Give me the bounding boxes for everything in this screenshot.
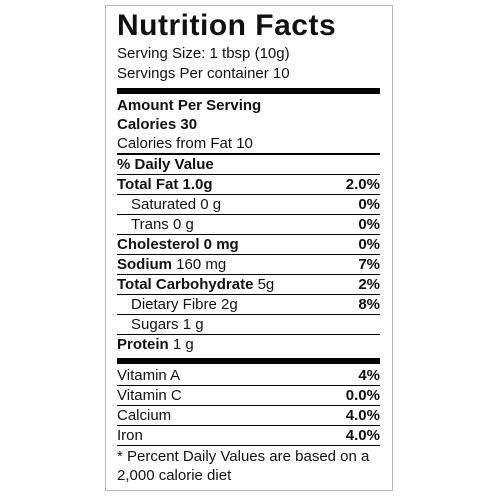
title: Nutrition Facts (117, 9, 337, 42)
nutrient-dv: 0% (358, 216, 380, 233)
nutrient-name: Protein (117, 336, 169, 353)
vitamin-row: Iron 4.0% (117, 426, 380, 446)
vitamin-dv: 4% (358, 367, 380, 384)
nutrient-row: Total Fat 1.0g 2.0% (117, 175, 380, 195)
nutrient-dv: 0% (358, 196, 380, 213)
vitamin-dv: 4.0% (345, 407, 380, 424)
serving-size: Serving Size: 1 tbsp (10g) (117, 45, 290, 62)
nutrient-name: Cholesterol 0 mg (117, 236, 239, 253)
footnote: * Percent Daily Values are based on a 2,… (117, 448, 370, 484)
nutrient-name: Trans 0 g (131, 216, 194, 233)
text: % Daily Value (117, 156, 214, 173)
text: Amount Per Serving (117, 97, 262, 114)
vitamin-name: Vitamin A (117, 367, 181, 384)
nutrient-name: Total Fat 1.0g (117, 176, 213, 193)
servings-per-container: Servings Per container 10 (117, 65, 290, 82)
thick-rule (117, 88, 380, 94)
vitamin-name: Vitamin C (117, 387, 182, 404)
amount-header: Amount Per Serving (117, 96, 380, 115)
text: Calories 30 (117, 116, 198, 133)
nutrient-name: Saturated 0 g (131, 196, 222, 213)
nutrient-name: Sodium (117, 256, 172, 273)
nutrient-name: Total Carbohydrate (117, 276, 254, 293)
nutrient-row: Protein 1 g (117, 335, 380, 354)
nutrient-row: Dietary Fibre 2g 8% (117, 295, 380, 315)
nutrient-row: Sugars 1 g (117, 315, 380, 335)
vitamin-row: Vitamin C 0.0% (117, 386, 380, 406)
nutrient-amount: 160 mg (176, 256, 227, 273)
vitamin-row: Calcium 4.0% (117, 406, 380, 426)
calories-from-fat: Calories from Fat 10 (117, 134, 380, 155)
nutrient-amount: 5g (257, 276, 275, 293)
vitamin-dv: 4.0% (345, 427, 380, 444)
vitamin-name: Iron (117, 427, 143, 444)
label-frame (105, 5, 393, 491)
nutrition-label: Nutrition Facts Serving Size: 1 tbsp (10… (117, 8, 380, 485)
nutrient-name: Sugars 1 g (131, 316, 204, 333)
nutrient-amount: 1 g (172, 336, 194, 353)
calories: Calories 30 (117, 115, 380, 134)
dv-header: % Daily Value (117, 155, 380, 175)
vitamin-name: Calcium (117, 407, 172, 424)
nutrient-row: Total Carbohydrate 5g 2% (117, 275, 380, 295)
nutrient-row: Sodium 160 mg 7% (117, 255, 380, 275)
vitamin-dv: 0.0% (345, 387, 380, 404)
nutrient-dv: 2% (358, 276, 380, 293)
nutrient-row: Cholesterol 0 mg 0% (117, 235, 380, 255)
thick-rule (117, 358, 380, 364)
vitamin-row: Vitamin A 4% (117, 366, 380, 386)
nutrient-dv: 8% (358, 296, 380, 313)
nutrient-name: Dietary Fibre 2g (131, 296, 238, 313)
nutrient-row: Trans 0 g 0% (117, 215, 380, 235)
nutrient-dv: 0% (358, 236, 380, 253)
nutrient-dv: 7% (358, 256, 380, 273)
text: Calories from Fat 10 (117, 135, 253, 152)
nutrient-row: Saturated 0 g 0% (117, 195, 380, 215)
nutrient-dv: 2.0% (345, 176, 380, 193)
